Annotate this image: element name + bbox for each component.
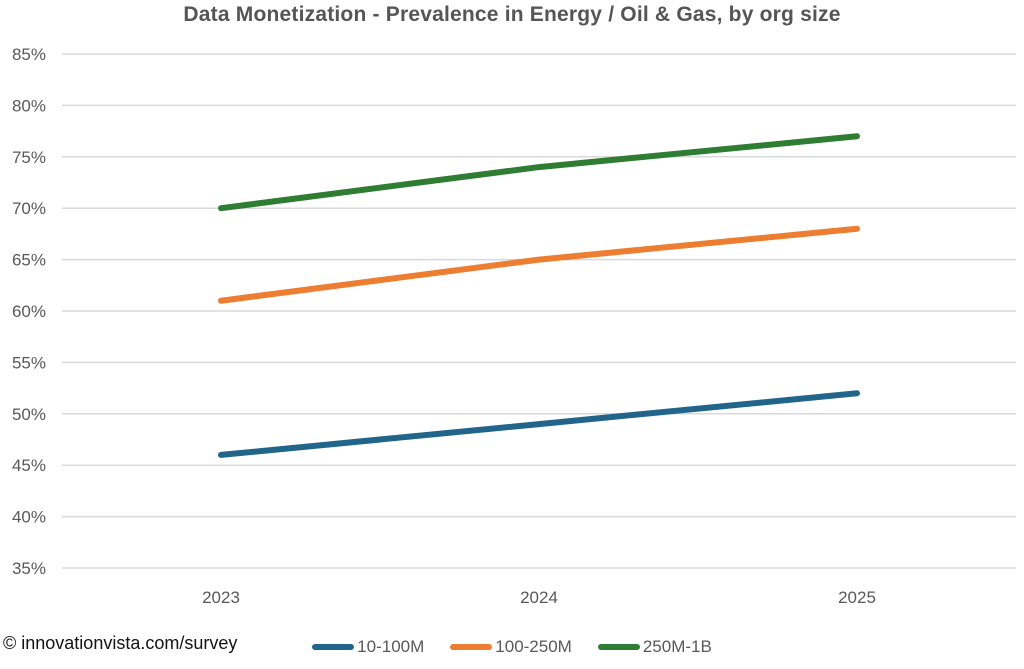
y-tick-label: 85% (12, 45, 46, 64)
legend-item-100-250m: 100-250M (450, 637, 572, 657)
legend-item-10-100m: 10-100M (312, 637, 424, 657)
legend-label: 100-250M (495, 637, 572, 656)
y-tick-label: 80% (12, 96, 46, 115)
series-line-250m-1b (218, 133, 860, 212)
y-tick-label: 70% (12, 199, 46, 218)
bottom-bar: © innovationvista.com/survey 10-100M 100-… (0, 630, 1024, 664)
legend-label: 10-100M (357, 637, 425, 656)
source-attribution: © innovationvista.com/survey (3, 633, 238, 653)
legend-swatch-icon (450, 644, 493, 650)
x-tick-label: 2023 (202, 588, 240, 607)
y-tick-label: 60% (12, 302, 46, 321)
legend-swatch-icon (312, 644, 355, 650)
y-tick-label: 75% (12, 148, 46, 167)
y-tick-label: 40% (12, 508, 46, 527)
y-tick-label: 50% (12, 405, 46, 424)
x-tick-label: 2024 (520, 588, 558, 607)
chart-title: Data Monetization - Prevalence in Energy… (183, 3, 841, 26)
legend-item-250m-1b: 250M-1B (597, 637, 712, 657)
legend-swatch-icon (597, 644, 640, 650)
y-tick-label: 45% (12, 456, 46, 475)
y-tick-label: 65% (12, 251, 46, 270)
series-line-10-100m (218, 390, 860, 458)
y-tick-label: 55% (12, 353, 46, 372)
legend-label: 250M-1B (642, 637, 712, 656)
series-line-100-250m (218, 225, 860, 304)
chart-legend: 10-100M 100-250M 250M-1B (0, 630, 1024, 664)
y-tick-label: 35% (12, 559, 46, 578)
x-tick-label: 2025 (838, 588, 876, 607)
